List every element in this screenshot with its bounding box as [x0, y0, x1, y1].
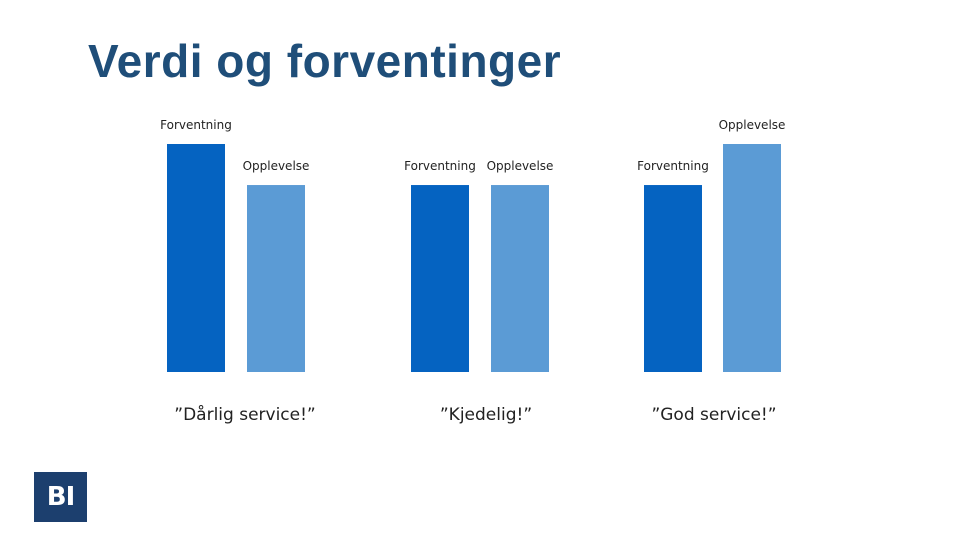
bar-forventning-2 [411, 185, 469, 372]
bar-label-opplevelse-3: Opplevelse [719, 118, 786, 132]
bi-logo: BI [34, 472, 87, 522]
bar-label-opplevelse-2: Opplevelse [487, 159, 554, 173]
bar-forventning-3 [644, 185, 702, 372]
page-title: Verdi og forventinger [88, 35, 562, 87]
bar-label-forventning-2: Forventning [404, 159, 476, 173]
bar-label-forventning-3: Forventning [637, 159, 709, 173]
verdict-label-1: ”Dårlig service!” [174, 404, 315, 425]
bar-forventning-1 [167, 144, 225, 372]
verdict-label-2: ”Kjedelig!” [440, 405, 532, 425]
bar-opplevelse-1 [247, 185, 305, 372]
bar-opplevelse-2 [491, 185, 549, 372]
verdict-label-3: ”God service!” [651, 405, 776, 425]
bar-label-opplevelse-1: Opplevelse [243, 159, 310, 173]
bar-label-forventning-1: Forventning [160, 118, 232, 132]
bar-opplevelse-3 [723, 144, 781, 372]
